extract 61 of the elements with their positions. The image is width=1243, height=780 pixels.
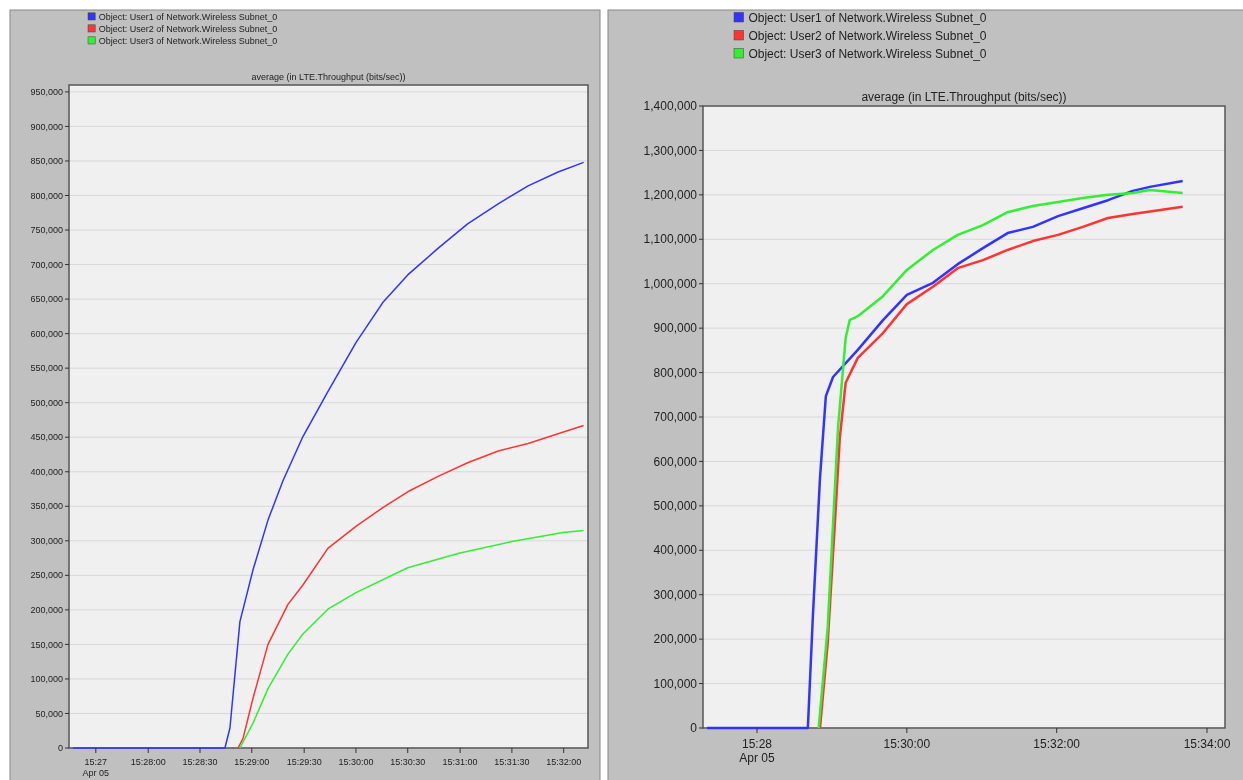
y-tick-label: 100,000 bbox=[653, 676, 698, 691]
y-tick-label: 950,000 bbox=[30, 87, 63, 98]
y-tick-label: 200,000 bbox=[653, 632, 698, 647]
y-tick-label: 1,400,000 bbox=[643, 99, 698, 114]
line-series bbox=[705, 179, 1184, 730]
x-tick-label: 15:32:00 bbox=[546, 757, 582, 767]
y-tick-label: 1,300,000 bbox=[643, 143, 698, 158]
y-tick-label: 300,000 bbox=[30, 535, 63, 546]
legend-label: Object: User2 of Network.Wireless Subnet_0 bbox=[748, 29, 987, 43]
y-tick-label: 700,000 bbox=[653, 410, 698, 425]
y-tick-label: 500,000 bbox=[653, 499, 698, 514]
y-tick-label: 450,000 bbox=[30, 432, 63, 443]
chart-title: average (in LTE.Throughput (bits/sec)) bbox=[251, 72, 406, 82]
y-tick-label: 50,000 bbox=[35, 708, 63, 719]
y-tick-label: 200,000 bbox=[30, 605, 63, 616]
y-tick-label: 750,000 bbox=[30, 225, 63, 236]
y-tick-label: 900,000 bbox=[30, 121, 63, 132]
y-tick-label: 0 bbox=[57, 743, 63, 754]
x-tick-label: 15:30:00 bbox=[883, 737, 931, 751]
y-tick-label: 650,000 bbox=[30, 294, 63, 305]
legend-label: Object: User1 of Network.Wireless Subnet_0 bbox=[748, 11, 987, 25]
y-tick-label: 900,000 bbox=[653, 321, 698, 336]
x-tick-label: 15:30:30 bbox=[390, 757, 426, 767]
line-series bbox=[239, 529, 585, 749]
y-tick-label: 1,200,000 bbox=[643, 188, 698, 203]
line-series bbox=[237, 424, 585, 749]
y-tick-label: 700,000 bbox=[30, 259, 63, 270]
x-tick-label: 15:28:00 bbox=[130, 757, 166, 767]
y-tick-label: 400,000 bbox=[653, 543, 698, 558]
y-tick-label: 0 bbox=[690, 721, 698, 736]
y-tick-label: 350,000 bbox=[30, 501, 63, 512]
y-tick-label: 300,000 bbox=[653, 587, 698, 602]
x-tick-label: 15:30:00 bbox=[338, 757, 374, 767]
legend-label: Object: User2 of Network.Wireless Subnet_0 bbox=[98, 24, 278, 34]
y-tick-label: 500,000 bbox=[30, 397, 63, 408]
y-tick-label: 150,000 bbox=[30, 639, 63, 650]
y-tick-label: 550,000 bbox=[30, 363, 63, 374]
x-tick-label: 15:29:00 bbox=[234, 757, 270, 767]
legend-label: Object: User3 of Network.Wireless Subnet_0 bbox=[748, 47, 987, 61]
y-tick-label: 800,000 bbox=[30, 190, 63, 201]
x-tick-label: 15:31:30 bbox=[494, 757, 530, 767]
x-tick-label: 15:27 Apr 05 bbox=[82, 757, 110, 778]
y-tick-label: 850,000 bbox=[30, 156, 63, 167]
y-tick-label: 600,000 bbox=[30, 328, 63, 339]
line-series bbox=[71, 161, 585, 749]
y-tick-label: 600,000 bbox=[653, 454, 698, 469]
y-tick-label: 100,000 bbox=[30, 674, 63, 685]
legend-label: Object: User1 of Network.Wireless Subnet_0 bbox=[98, 12, 278, 22]
legend-label: Object: User3 of Network.Wireless Subnet_0 bbox=[98, 36, 278, 46]
y-tick-label: 400,000 bbox=[30, 466, 63, 477]
x-tick-label: 15:34:00 bbox=[1183, 737, 1231, 751]
x-tick-label: 15:28 Apr 05 bbox=[739, 737, 775, 766]
chart-title: average (in LTE.Throughput (bits/sec)) bbox=[861, 90, 1067, 104]
y-tick-label: 800,000 bbox=[653, 365, 698, 380]
y-tick-label: 1,100,000 bbox=[643, 232, 698, 247]
x-tick-label: 15:31:00 bbox=[442, 757, 478, 767]
x-tick-label: 15:32:00 bbox=[1033, 737, 1081, 751]
x-tick-label: 15:29:30 bbox=[286, 757, 322, 767]
y-tick-label: 1,000,000 bbox=[643, 276, 698, 291]
y-tick-label: 250,000 bbox=[30, 570, 63, 581]
x-tick-label: 15:28:30 bbox=[182, 757, 218, 767]
